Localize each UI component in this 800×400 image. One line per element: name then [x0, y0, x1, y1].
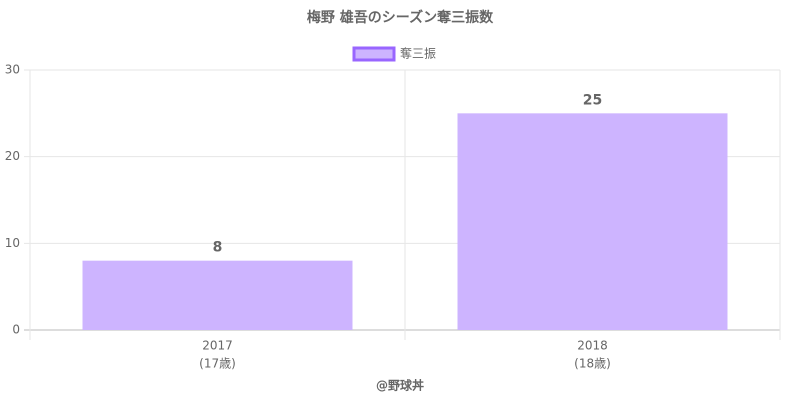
y-tick-label: 30 [5, 63, 20, 77]
y-tick-label: 20 [5, 149, 20, 163]
x-tick-sublabel: (18歳) [574, 357, 611, 371]
y-tick-label: 10 [5, 236, 20, 250]
legend-label: 奪三振 [400, 46, 436, 61]
x-tick-label: 2018 [577, 339, 608, 353]
bar [82, 260, 353, 330]
bar [457, 113, 728, 330]
y-tick-label: 0 [12, 323, 20, 337]
legend-swatch [352, 46, 396, 62]
x-tick-label: 2017 [202, 339, 233, 353]
x-tick-sublabel: (17歳) [199, 357, 236, 371]
caption: @野球丼 [376, 378, 424, 393]
chart-title: 梅野 雄吾のシーズン奪三振数 [307, 9, 494, 26]
data-label: 25 [583, 92, 602, 108]
data-label: 8 [213, 240, 223, 256]
